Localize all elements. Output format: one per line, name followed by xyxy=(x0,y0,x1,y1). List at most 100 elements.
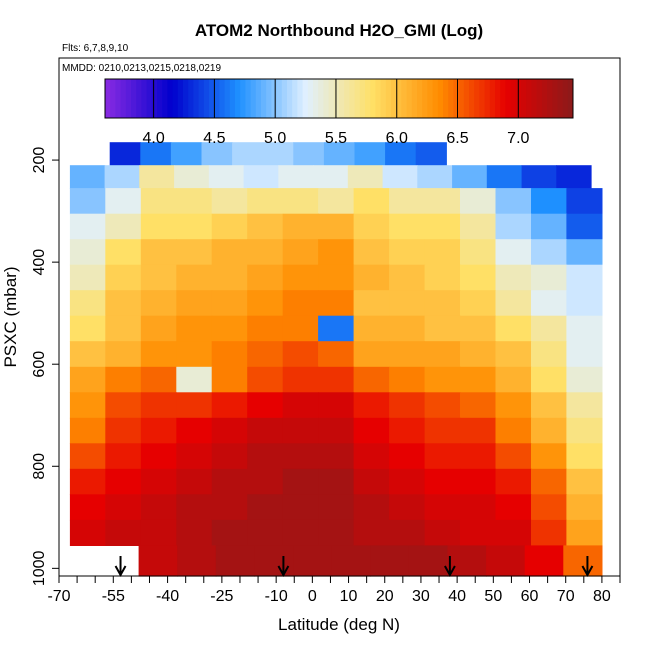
heatmap-cell xyxy=(109,142,141,166)
heatmap-cell xyxy=(174,165,210,189)
colorbar-segment xyxy=(458,79,465,118)
heatmap-cell xyxy=(247,519,284,546)
colorbar-segment xyxy=(162,79,168,118)
heatmap-cell xyxy=(69,417,106,444)
heatmap-cell xyxy=(495,392,532,419)
heatmap-cell xyxy=(389,188,426,215)
colorbar-tick-label: 7.0 xyxy=(507,130,529,147)
heatmap-cell xyxy=(176,366,213,393)
heatmap-cell xyxy=(282,239,319,266)
colorbar-segment xyxy=(307,79,314,118)
heatmap-cell xyxy=(176,315,213,342)
heatmap-cell xyxy=(69,239,106,266)
heatmap-cell xyxy=(105,315,142,342)
heatmap-cell xyxy=(424,366,461,393)
colorbar-segment xyxy=(557,79,564,118)
heatmap-cell xyxy=(247,366,284,393)
x-tick-label: 40 xyxy=(448,588,466,605)
x-tick-label: -55 xyxy=(102,588,125,605)
heatmap-cell xyxy=(460,290,497,317)
heatmap-cell xyxy=(211,264,248,291)
heatmap-cell xyxy=(389,290,426,317)
heatmap-cell xyxy=(282,494,319,521)
x-axis-label: Latitude (deg N) xyxy=(278,615,400,634)
heatmap-cell xyxy=(531,494,568,521)
colorbar-segment xyxy=(437,79,444,118)
heatmap-cell xyxy=(69,290,106,317)
x-tick-label: 10 xyxy=(340,588,358,605)
heatmap-cell xyxy=(495,315,532,342)
colorbar-segment xyxy=(214,79,220,118)
heatmap-cell xyxy=(566,392,603,419)
colorbar-segment xyxy=(240,79,246,118)
heatmap-cell xyxy=(282,417,319,444)
colorbar-segment xyxy=(271,79,278,118)
colorbar-segment xyxy=(526,79,532,118)
colorbar-segment xyxy=(453,79,460,118)
heatmap-cell xyxy=(424,417,461,444)
heatmap-cell xyxy=(282,468,319,495)
colorbar-segment xyxy=(167,79,174,118)
heatmap-cell xyxy=(282,188,319,215)
heatmap-cell xyxy=(460,239,497,266)
colorbar-segment xyxy=(562,79,569,118)
colorbar-segment xyxy=(250,79,257,118)
heatmap-cell xyxy=(566,417,603,444)
heatmap-cell xyxy=(318,519,355,546)
heatmap-cell xyxy=(389,519,426,546)
colorbar-tick-label: 4.0 xyxy=(142,130,164,147)
x-tick-label: -10 xyxy=(265,588,288,605)
colorbar-segment xyxy=(281,79,288,118)
heatmap-cell xyxy=(176,213,213,240)
colorbar-segment xyxy=(510,79,517,118)
heatmap-cell xyxy=(389,341,426,368)
colorbar-segment xyxy=(463,79,470,118)
heatmap-cell xyxy=(176,239,213,266)
colorbar-segment xyxy=(411,79,418,118)
profile-arrow-head xyxy=(581,565,594,578)
heatmap-cell xyxy=(495,366,532,393)
heatmap-cell xyxy=(385,142,417,166)
heatmap-cell xyxy=(556,165,592,189)
colorbar-segment xyxy=(224,79,231,118)
y-tick-label: 800 xyxy=(31,453,48,480)
heatmap-cell xyxy=(424,468,461,495)
heatmap-cell xyxy=(318,468,355,495)
heatmap-cell xyxy=(318,494,355,521)
heatmap-cell xyxy=(211,239,248,266)
heatmap-cell xyxy=(353,417,390,444)
colorbar-segment xyxy=(151,79,158,118)
y-tick-label: 200 xyxy=(31,147,48,174)
colorbar-segment xyxy=(552,79,558,118)
heatmap-cell xyxy=(247,213,284,240)
heatmap-cell xyxy=(243,165,279,189)
heatmap-cell xyxy=(140,142,172,166)
heatmap-cell xyxy=(140,315,177,342)
heatmap-cell xyxy=(278,165,314,189)
heatmap-cell xyxy=(215,545,255,577)
heatmap-cell xyxy=(370,545,410,577)
heatmap-cell xyxy=(176,264,213,291)
heatmap-cell xyxy=(389,417,426,444)
heatmap-cell xyxy=(140,341,177,368)
heatmap-cell xyxy=(460,519,497,546)
heatmap-cell xyxy=(176,188,213,215)
heatmap-cell xyxy=(524,545,564,577)
heatmap-cell xyxy=(566,468,603,495)
heatmap-cell xyxy=(318,417,355,444)
heatmap-cell xyxy=(247,188,284,215)
heatmap-cell xyxy=(531,366,568,393)
heatmap-cell xyxy=(521,165,557,189)
heatmap-cell xyxy=(105,264,142,291)
x-tick-label: 80 xyxy=(593,588,611,605)
heatmap-cell xyxy=(105,494,142,521)
colorbar-segment xyxy=(157,79,163,118)
colorbar-segment xyxy=(479,79,486,118)
heatmap-cell xyxy=(69,264,106,291)
heatmap-cell xyxy=(105,468,142,495)
x-tick-label: -40 xyxy=(156,588,179,605)
heatmap-cell xyxy=(447,545,487,577)
heatmap-cell xyxy=(495,213,532,240)
heatmap-cell xyxy=(318,290,355,317)
heatmap-cell xyxy=(424,264,461,291)
